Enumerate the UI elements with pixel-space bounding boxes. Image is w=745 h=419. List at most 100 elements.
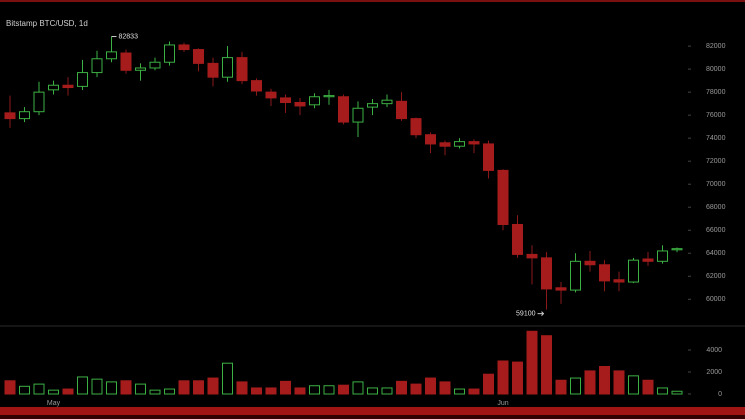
candle-body (497, 169, 509, 225)
volume-bar (222, 362, 233, 395)
y-tick-label: 82000 (706, 43, 726, 50)
candle-body (251, 80, 262, 92)
candle-body (381, 99, 393, 105)
candle-body (512, 223, 523, 255)
candle-body (164, 44, 175, 63)
bottom-band (0, 407, 745, 415)
volume-bar (265, 387, 277, 395)
candle-body (106, 51, 117, 60)
volume-bar (19, 385, 30, 395)
candle-body (410, 118, 422, 136)
candle-body (425, 134, 436, 145)
candle-body (120, 52, 132, 71)
volume-bar (468, 388, 480, 395)
candle-body (62, 84, 74, 89)
volume-bar (62, 388, 74, 395)
volume-bar (91, 378, 103, 395)
volume-bar (584, 370, 596, 395)
volume-bar (425, 377, 436, 395)
y-tick-label: 68000 (706, 204, 726, 211)
candle-body (570, 260, 581, 291)
bottom-border (0, 415, 745, 419)
candle-body (222, 57, 233, 78)
volume-bar (77, 376, 88, 395)
candle-body (149, 61, 161, 69)
candle-body (338, 96, 349, 123)
candle-body (265, 91, 277, 99)
high-annotation: 82833 (119, 33, 139, 40)
volume-bar (323, 385, 335, 395)
volume-tick-label: 2000 (706, 369, 722, 376)
y-tick-label: 70000 (706, 181, 726, 188)
volume-bar (497, 360, 509, 395)
y-tick-label: 72000 (706, 158, 726, 165)
volume-tick-label: 0 (718, 391, 722, 398)
low-annotation: 59100 (516, 310, 536, 317)
y-tick-label: 80000 (706, 66, 726, 73)
y-tick-label: 62000 (706, 273, 726, 280)
volume-bar (352, 381, 364, 395)
y-tick-label: 64000 (706, 250, 726, 257)
y-tick-label: 78000 (706, 89, 726, 96)
volume-bar (599, 366, 610, 395)
candle-body (294, 102, 306, 107)
candle-body (135, 67, 146, 71)
y-tick-label: 76000 (706, 112, 726, 119)
volume-bar (483, 373, 494, 395)
y-tick-label: 74000 (706, 135, 726, 142)
chart-title: Bitstamp BTC/USD, 1d (6, 19, 88, 28)
candle-body (193, 49, 204, 64)
y-tick-label: 66000 (706, 227, 726, 234)
volume-bar (178, 380, 190, 395)
volume-bar (338, 384, 349, 395)
volume-bar (309, 385, 320, 395)
candle-body (323, 95, 335, 98)
candle-body (352, 107, 364, 123)
volume-bar (671, 390, 683, 395)
candle-body (555, 287, 567, 291)
volume-bar (48, 389, 59, 395)
candle-body (628, 259, 639, 283)
volume-bar (207, 377, 219, 395)
volume-bar (4, 380, 16, 395)
volume-bar (526, 330, 538, 395)
volume-bar (628, 375, 639, 395)
candle-body (236, 57, 248, 82)
candle-body (19, 111, 30, 120)
x-tick-label: Jun (497, 400, 508, 407)
candle-body (280, 97, 291, 104)
volume-bar (541, 335, 552, 395)
candle-body (77, 72, 88, 87)
volume-bar (106, 381, 117, 395)
candle-body (468, 141, 480, 145)
volume-bar (294, 387, 306, 395)
candle-body (642, 258, 654, 262)
volume-bar (570, 377, 581, 395)
candle-body (33, 91, 45, 113)
candle-body (207, 62, 219, 78)
volume-bar (657, 387, 668, 395)
volume-bar (642, 379, 654, 395)
candle-body (657, 250, 668, 262)
volume-bar (236, 381, 248, 395)
volume-bar (135, 383, 146, 395)
x-tick-label: May (47, 400, 61, 407)
volume-bar (33, 383, 45, 395)
candle-body (178, 44, 190, 51)
y-tick-label: 60000 (706, 296, 726, 303)
volume-bar (193, 380, 204, 395)
candle-body (309, 96, 320, 106)
candle-body (483, 143, 494, 171)
volume-tick-label: 4000 (706, 347, 722, 354)
annotation-arrowhead (541, 311, 545, 316)
top-border (0, 0, 745, 2)
candle-body (613, 279, 625, 283)
candle-body (4, 112, 16, 120)
volume-bar (439, 381, 451, 395)
candle-body (541, 257, 552, 290)
volume-bar (512, 361, 523, 395)
candle-body (526, 253, 538, 259)
